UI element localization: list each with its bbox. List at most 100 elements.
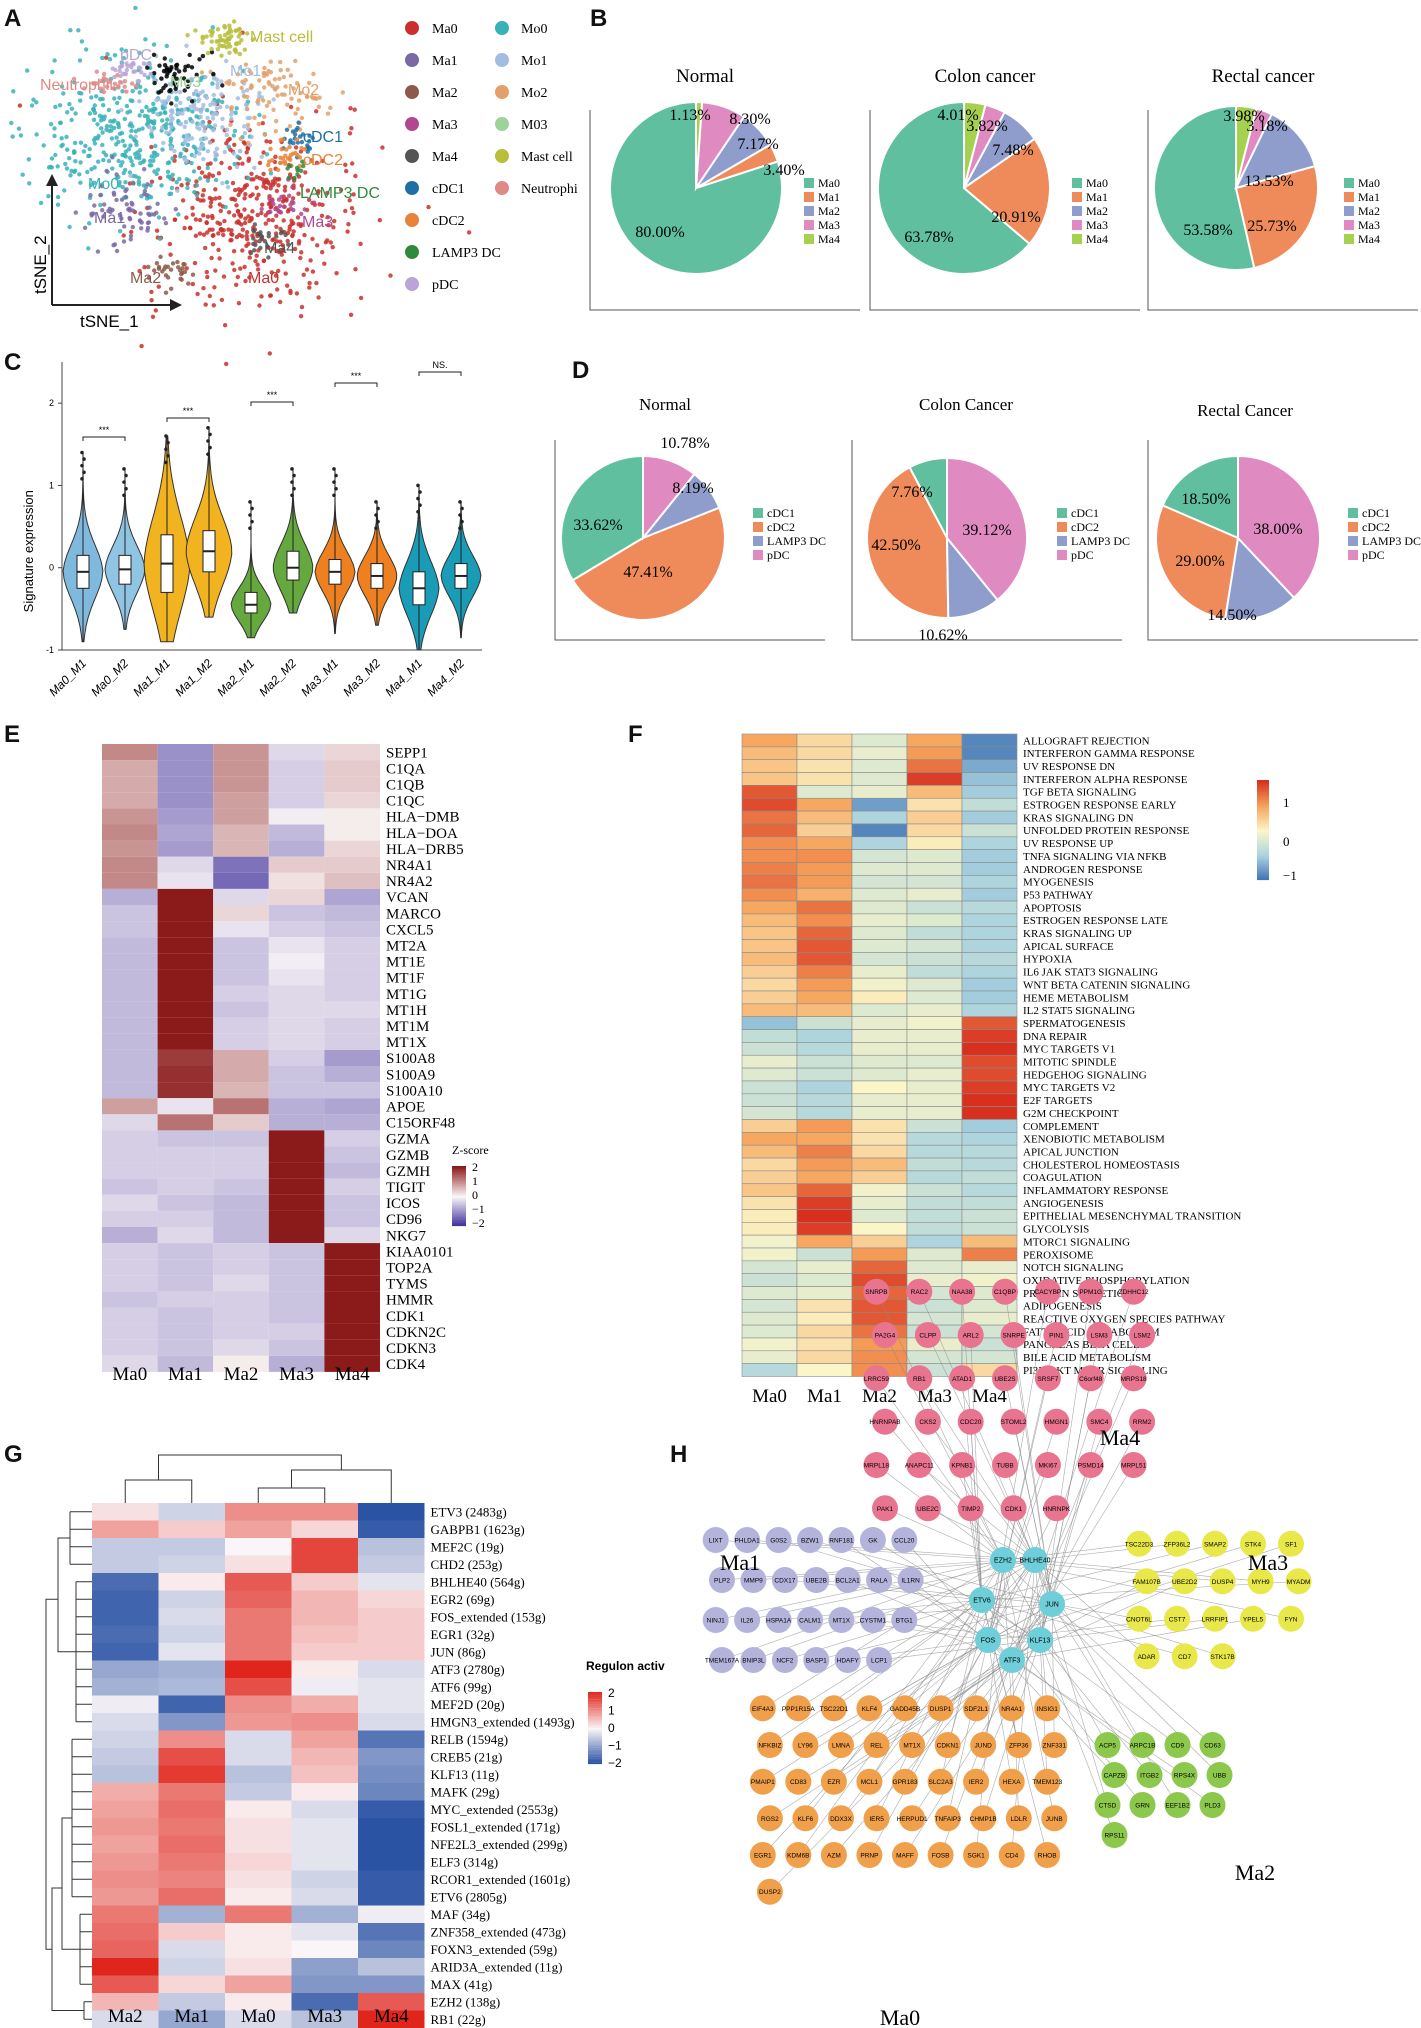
pie-d1-label-1: 42.50% (871, 537, 920, 554)
tsne-dot-mo1 (168, 129, 173, 135)
tsne-dot-mo0 (120, 160, 125, 165)
tsne-dot-mo2 (261, 98, 266, 103)
tsne-dot-mo0 (123, 180, 128, 185)
network-node-zfp36l2 (1164, 1530, 1190, 1557)
tsne-dot-ma0 (274, 213, 279, 218)
tsne-dot-ma0 (201, 232, 207, 237)
network-edge (1034, 1559, 1147, 1657)
tsne-dot-mo0 (151, 101, 156, 107)
heat-e-cell-17-0 (102, 1017, 158, 1034)
pie-d1-legend-key-3 (1057, 550, 1067, 560)
heat-f-row-label-apoptosis: APOPTOSIS (1023, 902, 1082, 914)
heat-e-legend-step (452, 1208, 466, 1210)
tsne-dot-ma0 (242, 207, 247, 212)
heat-e-cell-0-0 (102, 744, 158, 761)
tsne-dot-mo0 (99, 126, 104, 131)
tsne-dot-mo2 (274, 118, 279, 124)
tsne-dot-mo0 (72, 169, 77, 174)
tsne-dot-ma0 (299, 304, 305, 310)
tsne-label-ma1: Ma1 (94, 210, 125, 227)
pie-d0-legend-key-3 (753, 550, 763, 560)
heat-e-cell-24-1 (157, 1130, 214, 1147)
network-node-label-lmna: LMNA (832, 1743, 851, 1750)
tsne-dot-ma3 (287, 193, 292, 198)
network-node-hspa1a (765, 1607, 792, 1633)
tsne-dot-ma0 (218, 208, 223, 214)
heat-e-cell-37-3 (268, 1339, 325, 1356)
heat-f-cell-10-2 (851, 862, 908, 876)
heat-g-cell-3-0 (92, 1555, 159, 1573)
tsne-dot-mo1 (252, 165, 257, 170)
tsne-dot-ma0 (348, 312, 354, 317)
tsne-dot-ma0 (207, 293, 212, 299)
heat-g-cell-23-2 (225, 1905, 292, 1923)
heat-g-cell-14-0 (92, 1748, 159, 1766)
network-edge (1013, 1421, 1053, 1605)
heat-e-legend-step (452, 1221, 466, 1224)
heat-f-cell-47-0 (741, 1337, 798, 1352)
heat-e-row-label-hla-doa: HLA−DOA (386, 826, 458, 842)
heat-f-cell-31-3 (906, 1132, 963, 1146)
network-node-label-dusp1: DUSP1 (930, 1706, 952, 1713)
network-node-label-grn: GRN (1135, 1803, 1150, 1810)
heat-f-cell-37-2 (851, 1209, 908, 1223)
tsne-dot-mo0 (67, 156, 72, 161)
tsne-dot-mo0 (153, 143, 158, 149)
network-node-capzb (1101, 1762, 1128, 1788)
tsne-dot-ma1 (126, 207, 131, 212)
legend-dot-ma3 (405, 117, 419, 131)
tsne-dot-ma0 (209, 255, 214, 261)
tsne-dot-mo0 (226, 144, 231, 149)
tsne-dot-ma0 (308, 258, 313, 263)
tsne-dot-mo0 (124, 103, 130, 109)
tsne-dot-ma0 (156, 284, 161, 289)
tsne-dot-ma0 (207, 172, 212, 177)
tsne-dot-mo0 (152, 119, 157, 124)
tsne-dot-mo0 (174, 180, 179, 185)
heat-e-cell-20-2 (213, 1066, 269, 1083)
tsne-dot-mo0 (107, 57, 113, 62)
tsne-dot-mo0 (98, 118, 104, 123)
network-node-label-snrpb: SNRPB (865, 1289, 887, 1296)
heat-e-cell-1-0 (102, 760, 158, 777)
tsne-dot-mo0 (61, 91, 66, 96)
heat-f-cell-8-4 (961, 836, 1018, 850)
tsne-dot-mo0 (159, 183, 164, 188)
network-edge (798, 1599, 983, 1856)
heat-g-col-label-ma0: Ma0 (241, 2006, 276, 2027)
heat-f-cell-43-0 (741, 1286, 798, 1300)
heat-e-cell-14-3 (268, 969, 325, 986)
pie-d2-slice-0 (1161, 454, 1239, 540)
tsne-dot-ma1 (118, 213, 123, 218)
heat-e-cell-11-4 (324, 921, 380, 938)
network-node-junb (1041, 1805, 1068, 1832)
tsne-dot-mo0 (117, 95, 122, 101)
tsne-dot-ma0 (316, 295, 321, 300)
heat-e-cell-13-1 (157, 953, 214, 970)
heat-e-cell-18-2 (213, 1033, 269, 1050)
legend-dot-ma1 (405, 53, 419, 67)
heat-g-row-label-relb-1594g: RELB (1594g) (431, 1732, 509, 1747)
tsne-dot-ma0 (244, 230, 250, 235)
heat-e-legend-step (452, 1175, 466, 1177)
tsne-dot-cdc2 (278, 160, 284, 165)
tsne-dot-ma0 (250, 209, 255, 214)
network-node-label-ube2s: UBE2S (994, 1376, 1016, 1383)
tsne-dot-ma0 (242, 220, 248, 226)
heat-f-cell-37-1 (796, 1209, 853, 1223)
heat-e-legend-step (452, 1199, 466, 1201)
tsne-dot-ma2 (182, 269, 188, 275)
heat-e-legend-step (452, 1218, 466, 1221)
panel-label-f: F (628, 721, 643, 748)
tsne-dot-ma0 (203, 174, 208, 179)
pie-b2-slice-4 (1235, 104, 1258, 189)
heat-g-legend-step (588, 1699, 602, 1702)
heat-e-cell-31-2 (213, 1243, 269, 1260)
heat-f-row-label-unfolded-protein-response: UNFOLDED PROTEIN RESPONSE (1023, 825, 1190, 837)
heat-e-cell-4-1 (157, 808, 214, 825)
tsne-dot-mo1 (149, 128, 155, 133)
heat-f-legend-step (1257, 862, 1269, 865)
heat-f-cell-20-4 (961, 990, 1018, 1005)
tsne-dot-mo0 (87, 221, 92, 226)
network-node-pak1 (872, 1495, 898, 1522)
